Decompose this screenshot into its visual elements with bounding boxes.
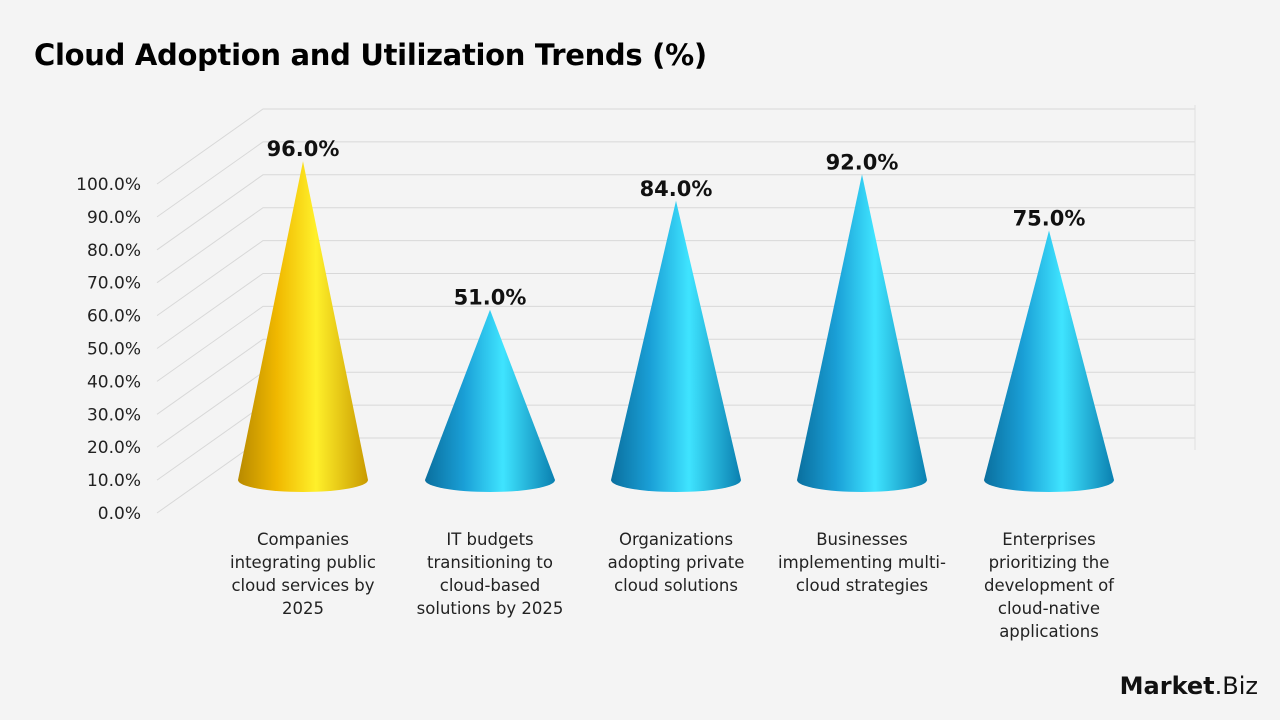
y-tick-label: 60.0% bbox=[87, 307, 141, 327]
x-category-label: IT budgets transitioning to cloud-based … bbox=[416, 530, 564, 618]
data-label: 51.0% bbox=[454, 286, 527, 310]
x-category-label: Organizations adopting private cloud sol… bbox=[607, 530, 745, 595]
data-label: 96.0% bbox=[267, 137, 340, 161]
cone-bar bbox=[238, 161, 368, 492]
x-category-label: Businesses implementing multi-cloud stra… bbox=[778, 530, 946, 595]
y-tick-label: 30.0% bbox=[87, 405, 141, 425]
y-tick-label: 80.0% bbox=[87, 241, 141, 261]
y-tick-label: 70.0% bbox=[87, 274, 141, 294]
y-tick-label: 50.0% bbox=[87, 340, 141, 360]
gridline bbox=[156, 240, 1195, 317]
x-category-label: Companies integrating public cloud servi… bbox=[230, 530, 376, 618]
cone-bar bbox=[984, 230, 1114, 492]
y-tick-label: 90.0% bbox=[87, 208, 141, 228]
x-category-label: Enterprises prioritizing the development… bbox=[984, 530, 1114, 641]
gridline bbox=[156, 207, 1195, 284]
gridline bbox=[156, 141, 1195, 218]
y-tick-label: 40.0% bbox=[87, 372, 141, 392]
y-tick-label: 100.0% bbox=[76, 175, 141, 195]
y-tick-label: 20.0% bbox=[87, 438, 141, 458]
data-label: 75.0% bbox=[1013, 207, 1086, 231]
gridline bbox=[156, 174, 1195, 251]
cone-bar bbox=[797, 174, 927, 492]
cone-bar bbox=[611, 200, 741, 493]
data-label: 84.0% bbox=[640, 177, 713, 201]
gridline bbox=[156, 108, 1195, 185]
data-label: 92.0% bbox=[826, 150, 899, 174]
gridline bbox=[156, 273, 1195, 349]
cone-bar bbox=[425, 309, 555, 492]
y-tick-label: 0.0% bbox=[98, 504, 141, 524]
y-tick-label: 10.0% bbox=[87, 471, 141, 491]
marketbiz-logo: Market.Biz bbox=[1119, 672, 1258, 700]
chart-title: Cloud Adoption and Utilization Trends (%… bbox=[34, 38, 707, 72]
